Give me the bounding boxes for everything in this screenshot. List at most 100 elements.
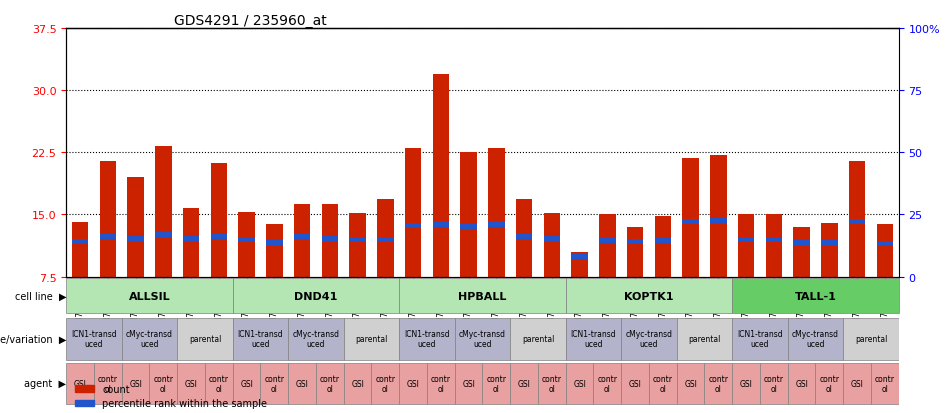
Text: ICN1-transd
uced: ICN1-transd uced <box>237 329 283 349</box>
Text: ICN1-transd
uced: ICN1-transd uced <box>737 329 782 349</box>
Text: ICN1-transd
uced: ICN1-transd uced <box>570 329 616 349</box>
Text: GSI: GSI <box>629 379 641 388</box>
Bar <box>211 235 227 240</box>
Bar <box>266 225 283 277</box>
Bar <box>238 237 254 242</box>
Bar <box>488 149 504 277</box>
FancyBboxPatch shape <box>289 363 316 404</box>
Text: contr
ol: contr ol <box>376 374 395 393</box>
Bar <box>821 223 837 277</box>
FancyBboxPatch shape <box>260 363 289 404</box>
Text: contr
ol: contr ol <box>875 374 895 393</box>
Bar <box>211 164 227 277</box>
Text: ICN1-transd
uced: ICN1-transd uced <box>404 329 449 349</box>
FancyBboxPatch shape <box>510 318 566 360</box>
FancyBboxPatch shape <box>343 363 372 404</box>
Text: GSI: GSI <box>240 379 253 388</box>
Bar <box>128 236 144 241</box>
Text: cMyc-transd
uced: cMyc-transd uced <box>126 329 173 349</box>
Bar <box>461 153 477 277</box>
FancyBboxPatch shape <box>788 363 815 404</box>
Text: ICN1-transd
uced: ICN1-transd uced <box>71 329 116 349</box>
Bar <box>655 238 671 243</box>
Bar <box>405 223 421 228</box>
FancyBboxPatch shape <box>732 318 788 360</box>
Bar <box>516 200 533 277</box>
Bar <box>377 200 394 277</box>
Bar <box>294 235 310 240</box>
Bar <box>155 232 171 237</box>
Bar <box>544 237 560 242</box>
Text: GSI: GSI <box>850 379 864 388</box>
FancyBboxPatch shape <box>289 318 343 360</box>
FancyBboxPatch shape <box>399 279 566 314</box>
Text: agent  ▶: agent ▶ <box>25 378 66 388</box>
FancyBboxPatch shape <box>177 318 233 360</box>
FancyBboxPatch shape <box>566 363 593 404</box>
Text: contr
ol: contr ol <box>97 374 118 393</box>
FancyBboxPatch shape <box>622 363 649 404</box>
Text: contr
ol: contr ol <box>430 374 451 393</box>
Text: GSI: GSI <box>684 379 697 388</box>
Bar <box>72 240 88 244</box>
Bar <box>349 238 366 243</box>
Text: parental: parental <box>689 335 721 343</box>
Bar <box>516 235 533 240</box>
Legend: count, percentile rank within the sample: count, percentile rank within the sample <box>71 380 272 412</box>
Text: KOPTK1: KOPTK1 <box>624 291 674 301</box>
Bar <box>155 147 171 277</box>
Text: contr
ol: contr ol <box>320 374 340 393</box>
Text: contr
ol: contr ol <box>763 374 784 393</box>
Bar <box>432 74 449 277</box>
FancyBboxPatch shape <box>66 318 122 360</box>
Bar <box>794 240 810 245</box>
Text: parental: parental <box>855 335 887 343</box>
Bar <box>544 213 560 277</box>
Bar <box>627 240 643 244</box>
Bar <box>322 237 338 242</box>
Text: parental: parental <box>356 335 388 343</box>
Text: contr
ol: contr ol <box>153 374 173 393</box>
Bar <box>738 215 754 277</box>
FancyBboxPatch shape <box>122 318 177 360</box>
Bar <box>72 222 88 277</box>
FancyBboxPatch shape <box>732 279 899 314</box>
Bar <box>877 241 893 246</box>
Text: contr
ol: contr ol <box>264 374 285 393</box>
Text: GSI: GSI <box>407 379 419 388</box>
Text: GSI: GSI <box>351 379 364 388</box>
Bar <box>821 240 837 245</box>
Text: contr
ol: contr ol <box>209 374 229 393</box>
FancyBboxPatch shape <box>815 363 843 404</box>
Text: ALLSIL: ALLSIL <box>129 291 170 301</box>
Bar <box>99 161 116 277</box>
Text: GDS4291 / 235960_at: GDS4291 / 235960_at <box>174 14 327 28</box>
Bar <box>183 236 200 241</box>
Text: DND41: DND41 <box>294 291 338 301</box>
Bar <box>238 212 254 277</box>
Text: cMyc-transd
uced: cMyc-transd uced <box>292 329 340 349</box>
Bar <box>599 238 616 243</box>
FancyBboxPatch shape <box>622 318 676 360</box>
Bar <box>571 252 587 277</box>
FancyBboxPatch shape <box>705 363 732 404</box>
Bar <box>599 215 616 277</box>
Text: GSI: GSI <box>296 379 308 388</box>
FancyBboxPatch shape <box>482 363 510 404</box>
Text: parental: parental <box>189 335 221 343</box>
Text: GSI: GSI <box>517 379 531 388</box>
Bar <box>571 254 587 259</box>
Bar <box>377 237 394 242</box>
Text: cell line  ▶: cell line ▶ <box>15 291 66 301</box>
FancyBboxPatch shape <box>843 363 871 404</box>
Text: contr
ol: contr ol <box>597 374 618 393</box>
Text: contr
ol: contr ol <box>542 374 562 393</box>
FancyBboxPatch shape <box>233 318 289 360</box>
Bar <box>682 159 699 277</box>
FancyBboxPatch shape <box>843 318 899 360</box>
FancyBboxPatch shape <box>177 363 205 404</box>
Text: cMyc-transd
uced: cMyc-transd uced <box>792 329 839 349</box>
FancyBboxPatch shape <box>343 318 399 360</box>
Text: contr
ol: contr ol <box>653 374 673 393</box>
Bar <box>765 238 782 243</box>
